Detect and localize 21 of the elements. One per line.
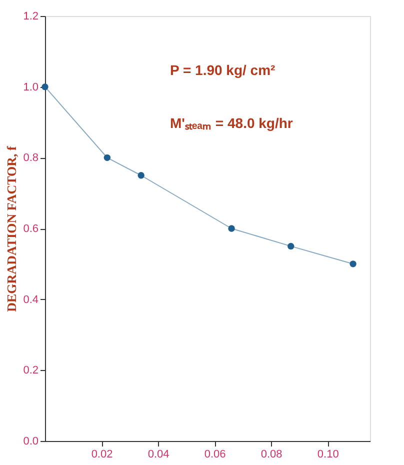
annotation: P = 1.90 kg/ cm² bbox=[170, 62, 276, 78]
point bbox=[288, 242, 294, 250]
point bbox=[104, 154, 111, 162]
point bbox=[138, 172, 144, 179]
x-tick-label: 0.08 bbox=[260, 448, 282, 460]
annotation: M'ₛₜₑₐₘ = 48.0 kg/hr bbox=[170, 115, 294, 131]
y-tick-label: 1.0 bbox=[23, 81, 38, 94]
x-tick-label: 0.02 bbox=[91, 448, 113, 460]
x-tick-label: 0.06 bbox=[204, 448, 226, 460]
y-tick-label: 0.2 bbox=[23, 364, 38, 377]
y-tick-label: 1.2 bbox=[23, 10, 38, 22]
point bbox=[228, 225, 235, 232]
y-tick-label: 0.8 bbox=[23, 152, 38, 164]
y-tick-label: 0.6 bbox=[23, 223, 38, 235]
y-axis-title: DEGRADATION FACTOR, f bbox=[4, 145, 20, 312]
y-tick-label: 0.0 bbox=[23, 436, 38, 448]
point bbox=[42, 83, 48, 90]
x-tick-label: 0.10 bbox=[317, 448, 339, 460]
point bbox=[350, 260, 356, 268]
y-tick-label: 0.4 bbox=[23, 294, 38, 306]
x-tick-label: 0.04 bbox=[148, 448, 170, 460]
